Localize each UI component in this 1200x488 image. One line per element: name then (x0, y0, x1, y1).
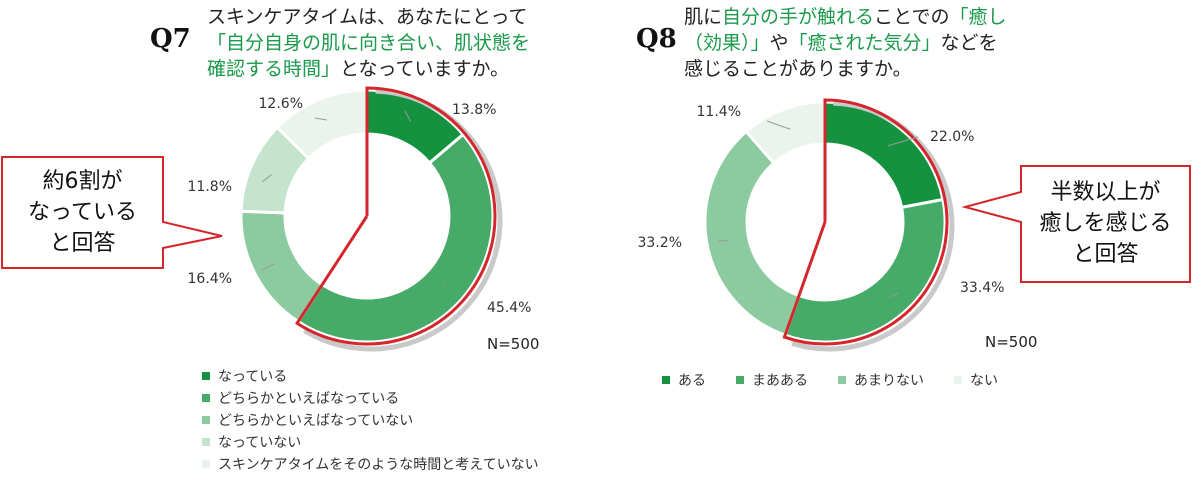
q8-line1-a: 肌に (684, 6, 723, 28)
q7-chart-data-label: 11.8% (188, 179, 232, 195)
q7-chart-slice (296, 132, 495, 344)
q7-question-line2: 「自分自身の肌に向き合い、肌状態を (207, 32, 531, 54)
legend-swatch (202, 438, 210, 446)
q7-callout-line1: 約6割が (42, 169, 123, 194)
legend-label: なっている (218, 369, 288, 385)
q8-chart-data-label: 33.2% (638, 235, 682, 251)
q7-legend-item: なっている (202, 365, 539, 387)
q7-callout-text: 約6割が なっている と回答 (2, 166, 163, 259)
q8-line2-green: （効果）」 (684, 32, 770, 54)
q7-question-line3-rest: となっていますか。 (340, 58, 510, 80)
legend-swatch (202, 372, 210, 380)
legend-label: あまりない (854, 373, 924, 389)
q7-question-line3-green: 確認する時間」 (207, 58, 341, 80)
q8-chart-data-label: 11.4% (697, 104, 741, 120)
q8-n-label: N=500 (985, 333, 1038, 351)
q8-chart-data-label: 22.0% (930, 129, 974, 145)
q8-callout-line1: 半数以上が (1050, 180, 1161, 205)
q8-line1-b: ことでの (874, 6, 950, 28)
q7-n-label: N=500 (487, 335, 540, 353)
q8-chart-highlight-outline (782, 98, 949, 346)
q8-line2-b: や (769, 32, 789, 54)
legend-label: どちらかといえばなっている (218, 391, 400, 407)
q7-chart-data-label: 16.4% (188, 271, 232, 287)
q7-callout-box (1, 156, 223, 269)
q7-question-line3: 確認する時間」となっていますか。 (207, 56, 530, 82)
q8-chart-leader-line (887, 136, 919, 147)
q8-chart-slice (783, 197, 947, 344)
q7-legend-item: なっていない (202, 431, 539, 453)
legend-label: ない (970, 373, 998, 389)
q8-chart-slice (703, 129, 801, 338)
q7-donut-chart: 13.8% 45.4% 16.4% 11.8% 12.6% (188, 86, 531, 352)
q8-line1-green: 自分の手が触れる (722, 6, 875, 28)
q7-legend-item: どちらかといえばなっていない (202, 409, 539, 431)
q7-chart-leader-line (314, 117, 327, 121)
legend-swatch (662, 376, 670, 384)
q8-donut-chart: 22.0% 33.4% 33.2% 11.4% (638, 98, 1004, 352)
q7-legend-item: スキンケアタイムをそのような時間と考えていない (202, 453, 539, 475)
q8-callout-line3: と回答 (1072, 242, 1139, 267)
legend-swatch (202, 394, 210, 402)
q7-callout-line3: と回答 (49, 231, 116, 256)
legend-label: ある (678, 373, 706, 389)
q8-legend-item: ある (662, 370, 706, 390)
q7-chart-leader-line (404, 110, 412, 122)
q7-chart-leader-line (261, 174, 272, 183)
q7-callout-line2: なっている (28, 200, 137, 225)
q8-chart-data-label: 33.4% (960, 280, 1004, 296)
legend-label: なっていない (218, 435, 302, 451)
q8-question-line3: 感じることがありますか。 (684, 58, 912, 80)
legend-label: スキンケアタイムをそのような時間と考えていない (218, 457, 539, 473)
legend-swatch (202, 416, 210, 424)
q8-callout-line2: 癒しを感じる (1039, 211, 1172, 236)
q8-callout-box (961, 165, 1191, 283)
q7-chart-leader-line (261, 263, 275, 271)
q8-callout-text: 半数以上が 癒しを感じる と回答 (1021, 177, 1190, 270)
q8-chart-leader-line (889, 292, 899, 298)
q8-legend-item: あまりない (838, 370, 924, 390)
legend-label: どちらかといえばなっていない (218, 413, 414, 429)
q8-question: 肌に自分の手が触れることでの「癒し （効果）」や「癒された気分」などを 感じるこ… (684, 4, 1006, 82)
legend-swatch (838, 376, 846, 384)
q7-chart-highlight-outline (294, 86, 497, 346)
q7-chart-data-label: 12.6% (259, 96, 303, 112)
q8-line2-green2: 「癒された気分」 (788, 32, 941, 54)
q8-legend-item: ない (954, 370, 998, 390)
q7-chart-data-label: 45.4% (487, 300, 531, 316)
q8-number: Q8 (636, 24, 677, 54)
q8-question-line2: （効果）」や「癒された気分」などを (684, 30, 1006, 56)
q8-chart-leader-line (766, 120, 791, 130)
legend-swatch (202, 460, 210, 468)
q7-question: スキンケアタイムは、あなたにとって 「自分自身の肌に向き合い、肌状態を 確認する… (207, 4, 530, 82)
q8-question-line1: 肌に自分の手が触れることでの「癒し (684, 4, 1006, 30)
q7-legend-item: どちらかといえばなっている (202, 387, 539, 409)
q7-chart-data-label: 13.8% (452, 102, 496, 118)
legend-label: まあある (752, 373, 808, 389)
q8-legend-item: まあある (736, 370, 808, 390)
q7-legend: なっている どちらかといえばなっている どちらかといえばなっていない なっていな… (202, 365, 539, 475)
legend-swatch (736, 376, 744, 384)
q8-legend: ある まあある あまりない ない (662, 370, 998, 390)
q7-number: Q7 (150, 24, 191, 54)
legend-swatch (954, 376, 962, 384)
q7-question-line1: スキンケアタイムは、あなたにとって (207, 6, 528, 28)
q8-line2-c: などを (940, 32, 998, 54)
q8-line1-green2: 「癒し (949, 6, 1007, 28)
